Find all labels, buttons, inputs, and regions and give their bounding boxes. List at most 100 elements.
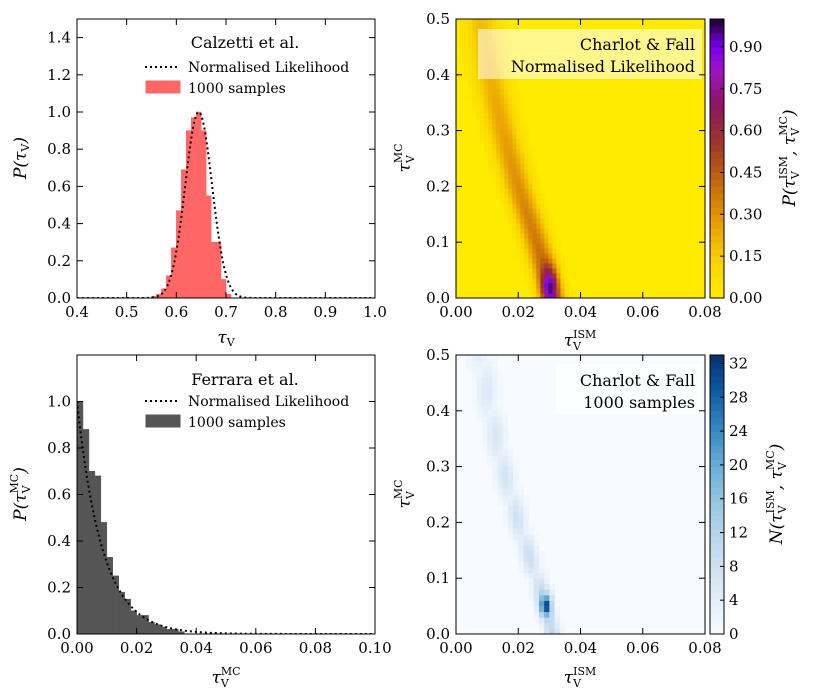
- heatmap-cell: [484, 93, 489, 100]
- histogram-bar: [225, 294, 232, 298]
- heatmap-cell: [533, 539, 540, 546]
- heatmap-cell: [528, 163, 533, 169]
- heatmap-cell: [549, 594, 555, 601]
- heatmap-cell: [560, 278, 565, 284]
- heatmap-cell: [516, 108, 521, 115]
- colorbar-segment: [710, 116, 724, 125]
- y-axis-label: τVMC: [392, 479, 417, 508]
- heatmap-cell: [464, 33, 469, 40]
- panel-title: Ferrara et al.: [191, 370, 299, 389]
- heatmap-cell: [544, 583, 550, 590]
- heatmap-cell: [508, 83, 513, 90]
- heatmap-cell: [472, 23, 477, 30]
- panel-title-line1: Charlot & Fall: [580, 35, 695, 54]
- heatmap-cell: [508, 113, 513, 120]
- heatmap-cell: [508, 128, 513, 134]
- heatmap-cell: [540, 268, 545, 274]
- heatmap-cell: [528, 578, 535, 585]
- heatmap-cell: [504, 118, 509, 125]
- heatmap-cell: [518, 555, 524, 562]
- heatmap-cell: [507, 500, 514, 507]
- y-tick-label: 0.2: [426, 513, 450, 531]
- heatmap-cell: [468, 28, 473, 35]
- heatmap-cell: [480, 113, 485, 120]
- heatmap-cell: [524, 208, 529, 214]
- heatmap-cell: [468, 83, 473, 90]
- heatmap-cell: [492, 477, 498, 484]
- heatmap-cell: [533, 606, 540, 613]
- heatmap-cell: [488, 113, 493, 120]
- heatmap-cell: [456, 23, 461, 30]
- heatmap-cell: [524, 258, 529, 264]
- heatmap-cell: [548, 293, 553, 299]
- heatmap-cell: [484, 88, 489, 95]
- heatmap-cell: [484, 148, 489, 154]
- heatmap-cell: [492, 455, 498, 462]
- heatmap-cell: [540, 293, 545, 299]
- heatmap-cell: [548, 233, 553, 239]
- colorbar-segment: [710, 522, 724, 530]
- x-ticks: 0.4 0.5 0.6 0.7 0.8 0.9 1.0: [65, 19, 387, 321]
- heatmap-cell: [472, 63, 477, 70]
- colorbar-segment: [710, 46, 724, 55]
- heatmap-cell: [492, 427, 498, 434]
- heatmap-cell: [552, 288, 557, 294]
- heatmap-cell: [502, 494, 509, 501]
- heatmap-cell: [556, 263, 561, 269]
- colorbar-segment: [710, 571, 724, 579]
- heatmap-cell: [560, 283, 565, 289]
- heatmap-cell: [552, 293, 557, 299]
- colorbar-tick-label: 28: [729, 388, 748, 406]
- colorbar-segment: [710, 186, 724, 194]
- heatmap-cell: [484, 98, 489, 105]
- heatmap-cell: [528, 153, 533, 159]
- heatmap-cell: [497, 488, 504, 495]
- heatmap-cell: [487, 455, 493, 462]
- heatmap-cell: [528, 148, 533, 154]
- heatmap-cell: [532, 228, 537, 234]
- colorbar-segment: [710, 501, 724, 509]
- heatmap-cell: [496, 138, 501, 144]
- heatmap-cell: [532, 213, 537, 219]
- heatmap-cell: [481, 438, 488, 445]
- heatmap-cell: [539, 606, 545, 613]
- heatmap-cell: [512, 193, 517, 199]
- heatmap-cell: [492, 360, 498, 367]
- x-tick-label: 0.04: [564, 639, 597, 657]
- heatmap-cell: [488, 93, 493, 100]
- heatmap-cell: [468, 63, 473, 70]
- heatmap-cell: [528, 527, 535, 534]
- heatmap-cell: [549, 611, 555, 618]
- heatmap-cell: [507, 488, 514, 495]
- x-tick-label: 0.00: [60, 639, 93, 657]
- heatmap-cell: [513, 455, 519, 462]
- heatmap-cell: [533, 550, 540, 557]
- heatmap-cell: [492, 444, 498, 451]
- heatmap-cell: [518, 483, 524, 490]
- heatmap-cell: [516, 118, 521, 125]
- heatmap-cell: [518, 494, 524, 501]
- heatmap-cell: [512, 213, 517, 219]
- heatmap-cell: [460, 53, 465, 60]
- heatmap-cell: [524, 178, 529, 184]
- heatmap-cell: [492, 399, 498, 406]
- heatmap-cell: [497, 500, 504, 507]
- heatmap-cell: [496, 108, 501, 115]
- heatmap-cell: [540, 263, 545, 269]
- heatmap-cell: [502, 461, 509, 467]
- heatmap-cell: [533, 589, 540, 596]
- colorbar-tick-label: 12: [729, 524, 748, 542]
- heatmap-cell: [484, 23, 489, 30]
- heatmap-cell: [497, 405, 504, 412]
- heatmap-cell: [492, 78, 497, 85]
- heatmap-cell: [512, 183, 517, 189]
- heatmap-cell: [472, 88, 477, 95]
- heatmap-cell: [512, 148, 517, 154]
- heatmap-cell: [476, 118, 481, 125]
- heatmap-cell: [507, 466, 514, 473]
- colorbar-ticks: 0 4 8 12 16 20 24 28 32: [720, 354, 748, 643]
- heatmap-cell: [466, 360, 472, 367]
- colorbar-segment: [710, 564, 724, 572]
- heatmap-cell: [456, 33, 461, 40]
- heatmap-cell: [460, 19, 465, 25]
